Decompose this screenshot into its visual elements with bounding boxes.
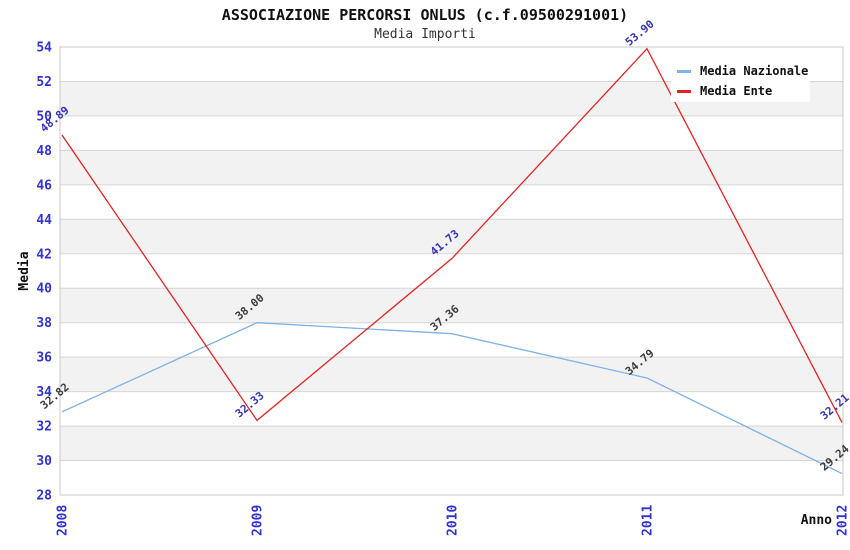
y-tick-label: 40 [36, 282, 52, 297]
x-tick-label: 2012 [836, 505, 850, 536]
plot-band [60, 219, 843, 254]
legend-label: Media Ente [700, 84, 773, 98]
x-tick-label: 2009 [251, 505, 266, 536]
legend-item: Media Nazionale [677, 61, 810, 81]
plot-band [60, 288, 843, 323]
data-label: 53.90 [623, 17, 657, 48]
legend: Media Nazionale Media Ente [671, 57, 810, 102]
plot-border [59, 46, 844, 496]
y-tick-label: 32 [36, 420, 52, 435]
chart-header: ASSOCIAZIONE PERCORSI ONLUS (c.f.0950029… [0, 6, 850, 42]
x-tick-label: 2011 [641, 505, 656, 536]
legend-item: Media Ente [677, 81, 810, 101]
data-label: 32.33 [233, 389, 267, 420]
chart-title: ASSOCIAZIONE PERCORSI ONLUS (c.f.0950029… [221, 6, 629, 24]
y-tick-label: 46 [36, 178, 52, 193]
y-tick-label: 28 [36, 489, 52, 504]
x-axis-title: Anno [801, 513, 832, 528]
plot-band [60, 426, 843, 461]
plot-band [60, 150, 843, 185]
series-line-media-ente [61, 47, 843, 423]
series-line-media-nazionale [61, 322, 843, 475]
y-tick-label: 42 [36, 247, 52, 262]
y-tick-label: 36 [36, 351, 52, 366]
y-tick-label: 44 [36, 213, 52, 228]
y-tick-label: 54 [36, 41, 52, 56]
x-tick-label: 2010 [446, 505, 461, 536]
legend-label: Media Nazionale [700, 64, 809, 78]
y-tick-label: 48 [36, 144, 52, 159]
y-axis-title: Media [17, 251, 32, 290]
x-tick-label: 2008 [56, 505, 71, 536]
y-tick-label: 38 [36, 316, 52, 331]
y-tick-label: 50 [36, 109, 52, 124]
legend-swatch-icon [677, 89, 691, 93]
legend-swatch-icon [677, 69, 691, 73]
y-tick-label: 52 [36, 75, 52, 90]
chart-subtitle: Media Importi [374, 27, 476, 42]
data-label: 32.21 [818, 391, 850, 422]
y-tick-label: 30 [36, 454, 52, 469]
plot-band [60, 357, 843, 392]
y-tick-label: 34 [36, 385, 52, 400]
